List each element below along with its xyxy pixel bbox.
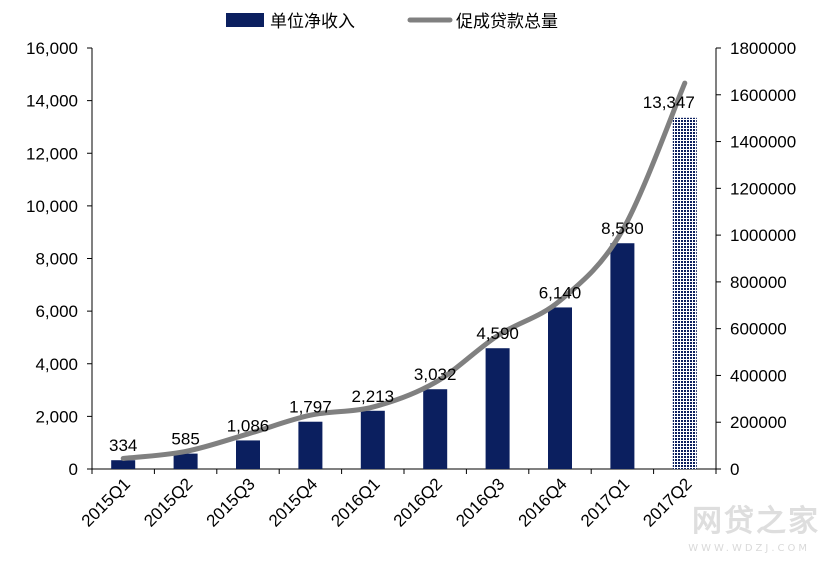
right-tick-label: 400000 [730, 366, 787, 385]
left-tick-label: 8,000 [35, 250, 78, 269]
left-tick-label: 16,000 [26, 39, 78, 58]
bar-data-label: 585 [171, 430, 199, 449]
x-category-label: 2017Q2 [639, 474, 695, 530]
bar-data-label: 334 [109, 436, 137, 455]
right-tick-label: 200000 [730, 413, 787, 432]
right-tick-label: 600000 [730, 320, 787, 339]
right-tick-label: 1000000 [730, 226, 796, 245]
left-tick-label: 4,000 [35, 355, 78, 374]
bar [360, 410, 385, 469]
right-tick-label: 1600000 [730, 86, 796, 105]
left-tick-label: 0 [69, 460, 78, 479]
bar [610, 243, 635, 469]
bar [485, 348, 510, 469]
right-tick-label: 1200000 [730, 179, 796, 198]
x-category-label: 2015Q4 [265, 474, 321, 530]
bar-data-label: 13,347 [643, 93, 695, 112]
bar [111, 460, 136, 469]
x-category-label: 2015Q3 [203, 474, 259, 530]
watermark: 网贷之家 [692, 504, 820, 539]
legend-line-label: 促成贷款总量 [456, 12, 558, 31]
bar-data-label: 8,580 [601, 219, 644, 238]
left-tick-label: 2,000 [35, 407, 78, 426]
right-tick-label: 800000 [730, 273, 787, 292]
bar-data-label: 6,140 [539, 283, 582, 302]
left-tick-label: 14,000 [26, 92, 78, 111]
data-labels: 334 585 1,086 1,797 2,213 3,032 4,590 6,140 8,58… [109, 93, 695, 455]
x-category-label: 2015Q2 [140, 474, 196, 530]
legend: 单位净收入 促成贷款总量 [226, 12, 558, 31]
loan-volume-line [120, 80, 688, 461]
bar-data-label: 1,086 [227, 416, 270, 435]
bar [236, 440, 260, 469]
x-category-label: 2016Q1 [327, 474, 383, 530]
x-category-label: 2016Q3 [452, 474, 508, 530]
right-tick-label: 1400000 [730, 133, 796, 152]
bar-series [111, 117, 697, 469]
left-tick-label: 10,000 [26, 197, 78, 216]
bar [548, 307, 572, 469]
bar [423, 389, 448, 469]
bar [672, 117, 697, 469]
bar-data-label: 1,797 [289, 398, 332, 417]
left-tick-label: 12,000 [26, 144, 78, 163]
bar-data-label: 2,213 [352, 387, 395, 406]
watermark-sub: WWW.WDZJ.COM [688, 543, 810, 554]
right-tick-label: 0 [730, 460, 739, 479]
bar [298, 421, 323, 469]
bar-data-label: 4,590 [476, 324, 519, 343]
bar-data-label: 3,032 [414, 365, 457, 384]
x-category-label: 2016Q2 [390, 474, 446, 530]
x-category-label: 2016Q4 [515, 474, 571, 530]
x-category-label: 2017Q1 [577, 474, 633, 530]
left-tick-label: 6,000 [35, 302, 78, 321]
legend-bar-label: 单位净收入 [270, 12, 355, 31]
bar [173, 453, 198, 469]
right-tick-label: 1800000 [730, 39, 796, 58]
line-series [120, 80, 688, 461]
legend-bar-swatch [226, 13, 264, 27]
x-category-label: 2015Q1 [78, 474, 134, 530]
